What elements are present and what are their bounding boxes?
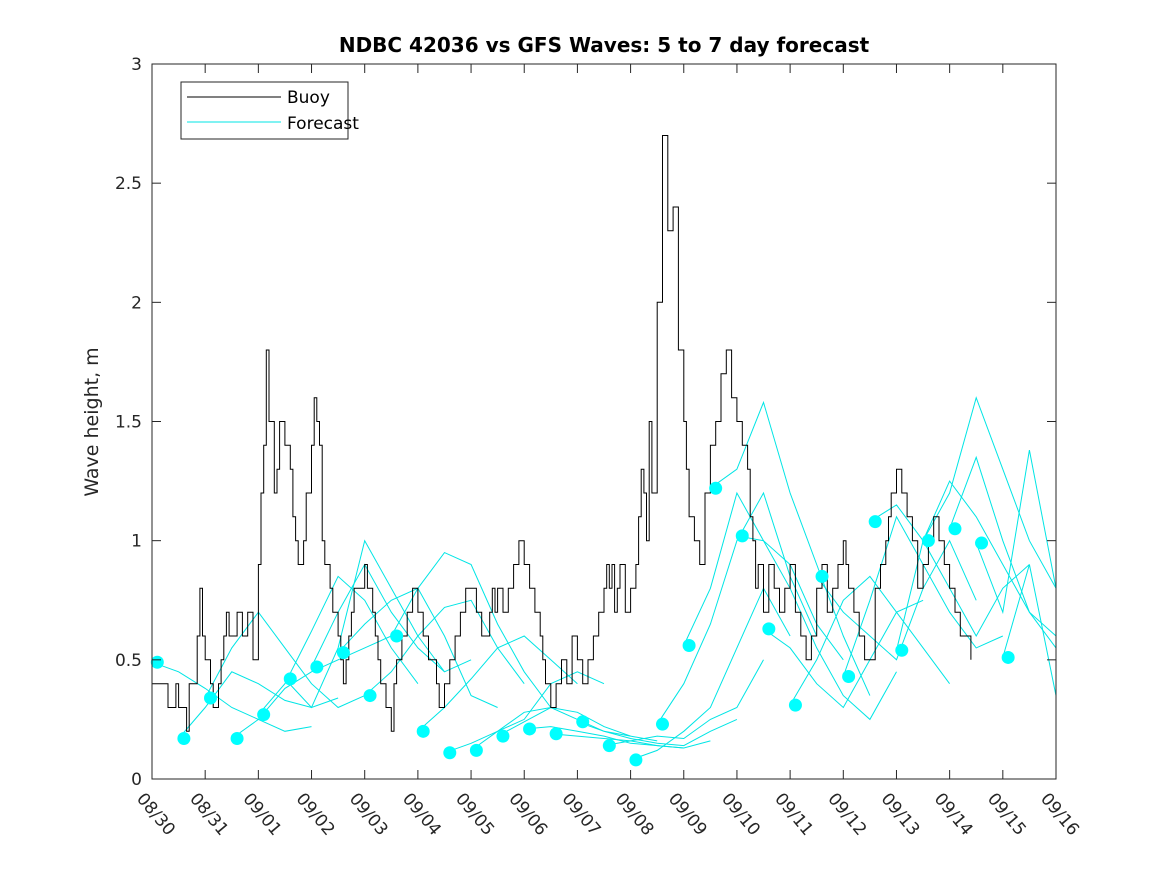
forecast-marker	[336, 646, 350, 660]
forecast-run-line-4	[258, 575, 419, 715]
x-tick-label: 09/04	[398, 789, 445, 839]
forecast-marker	[496, 729, 510, 743]
forecast-marker	[283, 672, 297, 686]
legend-label-forecast: Forecast	[287, 114, 359, 134]
x-tick-label: 09/05	[451, 789, 498, 839]
x-tick-label: 09/10	[717, 789, 764, 839]
forecast-marker	[895, 643, 909, 657]
forecast-marker	[390, 629, 404, 643]
forecast-marker	[203, 691, 217, 705]
forecast-marker	[975, 536, 989, 550]
forecast-marker	[655, 717, 669, 731]
forecast-run-line-29	[922, 396, 1057, 589]
x-tick-label: 09/15	[983, 789, 1030, 839]
forecast-marker	[815, 569, 829, 583]
x-tick-label: 08/30	[132, 789, 179, 839]
x-tick-label: 09/13	[877, 789, 924, 839]
x-tick-label: 09/06	[504, 789, 551, 839]
forecast-run-line-11	[444, 671, 605, 754]
y-tick-label: 0	[131, 770, 142, 790]
x-tick-label: 09/11	[770, 789, 817, 839]
forecast-marker	[762, 622, 776, 636]
chart-title: NDBC 42036 vs GFS Waves: 5 to 7 day fore…	[339, 33, 870, 57]
y-tick-label: 0.5	[115, 651, 142, 671]
forecast-run-line-17	[603, 659, 764, 747]
legend-label-buoy: Buoy	[287, 88, 330, 108]
x-tick-label: 09/14	[930, 789, 977, 839]
forecast-marker	[682, 639, 696, 653]
x-tick-label: 09/08	[611, 789, 658, 839]
y-tick-label: 3	[131, 55, 142, 75]
forecast-marker	[921, 534, 935, 548]
forecast-marker	[549, 727, 563, 741]
forecast-marker	[310, 660, 324, 674]
forecast-marker	[576, 715, 590, 729]
forecast-run-line-16	[577, 718, 738, 747]
forecast-run-line-21	[710, 400, 871, 696]
forecast-run-line-3	[231, 635, 392, 739]
y-tick-label: 1	[131, 532, 142, 552]
x-tick-label: 09/16	[1036, 789, 1083, 839]
x-tick-label: 08/31	[185, 789, 232, 839]
forecast-marker	[842, 670, 856, 684]
x-tick-label: 09/02	[292, 789, 339, 839]
forecast-run-line-31	[975, 450, 1057, 615]
forecast-marker	[416, 724, 430, 738]
forecast-run-line-13	[497, 706, 658, 742]
forecast-run-line-22	[736, 535, 897, 721]
forecast-marker	[363, 689, 377, 703]
forecast-run-line-32	[1002, 564, 1057, 696]
forecast-marker	[150, 655, 164, 669]
forecast-marker	[735, 529, 749, 543]
forecast-run-line-30	[949, 455, 1057, 649]
plot-background	[152, 64, 1056, 779]
forecast-marker	[177, 731, 191, 745]
forecast-marker	[443, 746, 457, 760]
y-tick-label: 2	[131, 293, 142, 313]
y-axis-label: Wave height, m	[81, 347, 103, 496]
forecast-marker	[257, 708, 271, 722]
forecast-marker	[868, 515, 882, 529]
legend: Buoy Forecast	[180, 81, 359, 140]
forecast-marker	[788, 698, 802, 712]
forecast-marker	[948, 522, 962, 536]
legend-box	[180, 81, 349, 140]
x-tick-label: 09/09	[664, 789, 711, 839]
forecast-marker	[230, 731, 244, 745]
plot-area	[150, 64, 1057, 779]
forecast-run-line-0	[151, 661, 312, 732]
forecast-marker	[523, 722, 537, 736]
forecast-run-line-25	[816, 539, 977, 661]
x-tick-label: 09/01	[239, 789, 286, 839]
x-tick-label: 09/07	[558, 789, 605, 839]
forecast-marker	[469, 743, 483, 757]
x-tick-label: 09/03	[345, 789, 392, 839]
forecast-marker	[1001, 650, 1015, 664]
forecast-run-line-2	[204, 611, 365, 709]
forecast-marker	[709, 481, 723, 495]
y-tick-label: 1.5	[115, 413, 142, 433]
buoy-line	[152, 135, 972, 732]
forecast-marker	[629, 753, 643, 767]
forecast-marker	[602, 739, 616, 753]
y-tick-label: 2.5	[115, 174, 142, 194]
x-tick-label: 09/12	[823, 789, 870, 839]
forecast-run-line-24	[789, 575, 951, 706]
